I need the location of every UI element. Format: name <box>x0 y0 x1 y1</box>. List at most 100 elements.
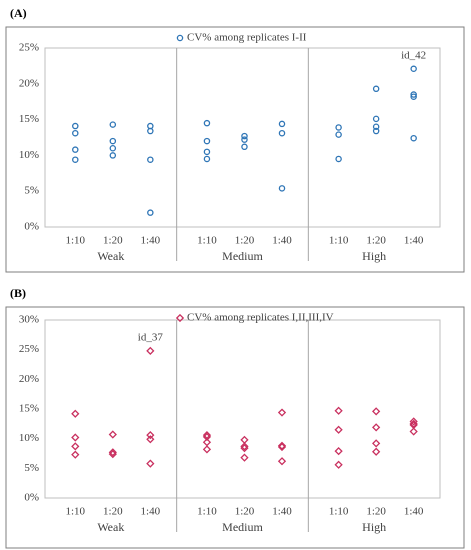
data-point <box>108 430 117 439</box>
data-point <box>409 417 418 426</box>
x-tick-label: 1:20 <box>235 235 255 247</box>
data-point <box>203 148 211 156</box>
plot-area <box>44 47 441 228</box>
data-point <box>202 432 212 442</box>
y-tick-label: 0% <box>24 492 39 504</box>
y-tick-label: 25% <box>19 42 39 54</box>
data-point <box>109 121 117 128</box>
data-point <box>241 132 248 140</box>
data-point <box>71 442 80 451</box>
y-tick-label: 20% <box>19 373 39 385</box>
group-label: High <box>362 249 386 263</box>
data-point <box>277 441 287 450</box>
data-point <box>372 407 381 416</box>
x-tick-label: 1:40 <box>141 235 161 247</box>
y-tick-label: 5% <box>24 462 39 474</box>
data-point <box>410 65 417 73</box>
data-point <box>334 406 343 415</box>
data-point <box>410 91 417 98</box>
panel-label: (A) <box>10 6 27 20</box>
group-label: Medium <box>222 249 263 263</box>
data-point <box>278 120 286 128</box>
x-tick-label: 1:40 <box>404 506 424 518</box>
x-tick-label: 1:10 <box>197 235 217 247</box>
x-tick-label: 1:40 <box>404 235 424 247</box>
data-point <box>409 427 418 436</box>
x-tick-label: 1:20 <box>103 506 123 518</box>
x-tick-label: 1:40 <box>141 506 161 518</box>
data-point <box>334 460 343 469</box>
data-point <box>240 435 249 444</box>
data-point <box>72 146 79 153</box>
panel-label: (B) <box>10 286 26 300</box>
data-point <box>410 134 417 142</box>
data-point <box>409 419 418 428</box>
x-tick-label: 1:20 <box>366 235 386 247</box>
data-point <box>109 152 117 159</box>
data-point <box>203 155 211 163</box>
annotation: id_37 <box>138 331 164 343</box>
y-tick-label: 15% <box>19 113 39 125</box>
data-point <box>146 346 155 355</box>
x-tick-label: 1:10 <box>329 506 349 518</box>
data-point <box>240 453 249 462</box>
data-point <box>147 209 154 216</box>
data-point <box>372 115 380 123</box>
plot-area <box>44 319 441 499</box>
data-point <box>240 444 249 453</box>
data-point <box>335 131 342 138</box>
data-point <box>334 425 343 434</box>
data-point <box>108 449 117 459</box>
data-point <box>146 459 155 468</box>
panel-frame <box>5 26 465 273</box>
y-tick-label: 10% <box>19 432 39 444</box>
data-point <box>277 457 287 466</box>
data-point <box>147 156 154 163</box>
data-point <box>240 442 249 451</box>
data-point <box>335 155 342 163</box>
data-point <box>372 447 381 456</box>
y-tick-label: 25% <box>19 343 39 355</box>
data-point <box>372 127 380 135</box>
data-point <box>72 156 79 163</box>
data-point <box>72 129 79 137</box>
group-label: High <box>362 520 386 534</box>
data-point <box>146 435 155 444</box>
data-point <box>109 144 117 152</box>
data-point <box>372 423 381 432</box>
data-point <box>277 408 287 417</box>
legend-label: CV% among replicates I-II <box>187 32 307 44</box>
data-point <box>241 143 248 151</box>
data-point <box>372 123 380 131</box>
data-point <box>372 85 380 93</box>
x-tick-label: 1:10 <box>66 506 86 518</box>
data-point <box>108 448 117 457</box>
annotation: id_42 <box>401 49 426 61</box>
y-tick-label: 15% <box>19 403 39 415</box>
group-label: Weak <box>97 520 124 534</box>
data-point <box>203 119 211 127</box>
x-tick-label: 1:20 <box>366 506 386 518</box>
x-tick-label: 1:40 <box>272 506 292 518</box>
x-tick-label: 1:10 <box>197 506 217 518</box>
panel-frame <box>5 306 465 549</box>
x-tick-label: 1:40 <box>272 235 292 247</box>
data-point <box>278 129 286 137</box>
x-tick-label: 1:10 <box>66 235 86 247</box>
data-point <box>334 447 343 456</box>
data-point <box>410 93 417 100</box>
y-tick-label: 5% <box>24 185 39 197</box>
group-label: Medium <box>222 520 263 534</box>
x-tick-label: 1:10 <box>329 235 349 247</box>
y-tick-label: 30% <box>19 314 39 326</box>
data-point <box>72 122 79 130</box>
data-point <box>372 439 381 448</box>
data-point <box>71 409 80 418</box>
data-point <box>109 137 117 145</box>
y-tick-label: 20% <box>19 77 39 89</box>
x-tick-label: 1:20 <box>103 235 123 247</box>
data-point <box>71 433 80 442</box>
data-point <box>202 445 212 454</box>
data-point <box>71 450 80 459</box>
